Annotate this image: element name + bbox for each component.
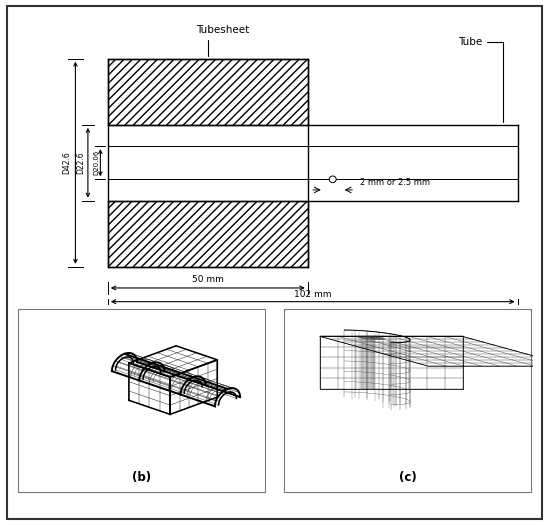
Bar [108, 201, 308, 267]
Text: D20.06: D20.06 [93, 150, 99, 175]
Text: (a): (a) [298, 326, 317, 339]
Circle shape [329, 176, 336, 183]
Text: 2 mm or 2.5 mm: 2 mm or 2.5 mm [360, 178, 430, 187]
Text: 50 mm: 50 mm [192, 275, 224, 284]
Text: Tubesheet: Tubesheet [196, 25, 249, 56]
Bar [108, 59, 308, 125]
Text: Tube: Tube [458, 37, 502, 122]
Text: (b): (b) [132, 471, 151, 485]
Text: D22.6: D22.6 [76, 151, 85, 174]
Bar [108, 146, 518, 180]
Text: (c): (c) [399, 471, 417, 485]
FancyBboxPatch shape [7, 6, 542, 519]
Text: 102 mm: 102 mm [294, 290, 332, 299]
Text: D42.6: D42.6 [63, 151, 71, 174]
